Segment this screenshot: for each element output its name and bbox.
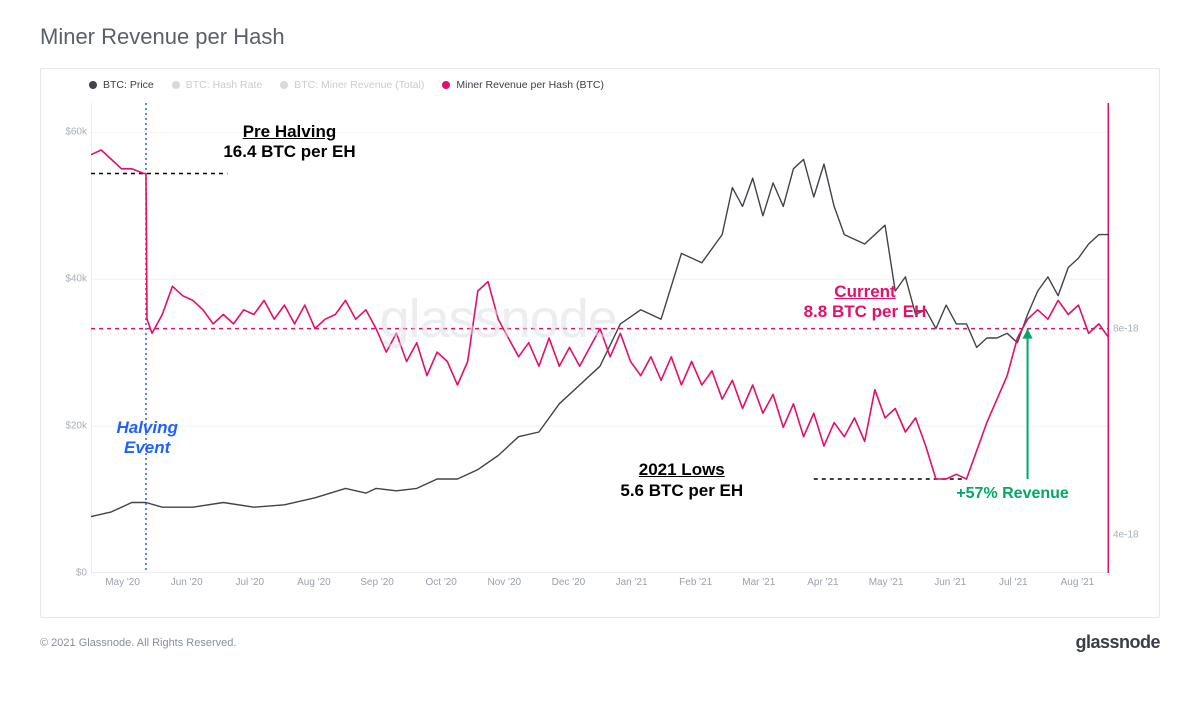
x-tick: Apr '21 [807, 577, 838, 588]
x-tick: Nov '20 [488, 577, 522, 588]
anno-lows: 2021 Lows 5.6 BTC per EH [620, 460, 743, 501]
chart-title: Miner Revenue per Hash [40, 24, 1160, 50]
x-tick: Jul '21 [999, 577, 1028, 588]
legend-item[interactable]: Miner Revenue per Hash (BTC) [442, 79, 604, 91]
x-tick: May '20 [105, 577, 140, 588]
chart-card: BTC: Price BTC: Hash Rate BTC: Miner Reven… [40, 68, 1160, 618]
y-left-tick: $20k [65, 421, 87, 432]
legend-item[interactable]: BTC: Price [89, 79, 154, 91]
brand-logo: glassnode [1075, 632, 1160, 653]
legend-item[interactable]: BTC: Miner Revenue (Total) [280, 79, 424, 91]
y-left-tick: $40k [65, 274, 87, 285]
y-left-tick: $0 [76, 568, 87, 579]
plot-area: glassnode Pre Halving 16.4 BTC per EH Ha… [91, 103, 1109, 573]
anno-revenue: +57% Revenue [956, 484, 1069, 503]
y-axis-right: 4e-18 8e-18 [1109, 103, 1155, 573]
x-tick: Aug '20 [297, 577, 331, 588]
x-tick: May '21 [869, 577, 904, 588]
legend-item[interactable]: BTC: Hash Rate [172, 79, 262, 91]
anno-pre-halving: Pre Halving 16.4 BTC per EH [223, 122, 355, 163]
y-left-tick: $60k [65, 127, 87, 138]
x-tick: Jun '21 [934, 577, 966, 588]
x-tick: Dec '20 [552, 577, 586, 588]
x-tick: Mar '21 [742, 577, 775, 588]
x-tick: Jan '21 [616, 577, 648, 588]
y-axis-left: $0$20k$40k$60k [45, 103, 91, 573]
x-tick: Jun '20 [171, 577, 203, 588]
anno-halving: Halving Event [116, 418, 177, 459]
anno-current: Current 8.8 BTC per EH [804, 282, 927, 323]
x-axis: May '20 Jun '20 Jul '20 Aug '20 Sep '20 Oct '… [91, 577, 1109, 595]
footer: © 2021 Glassnode. All Rights Reserved. g… [40, 632, 1160, 653]
x-tick: Aug '21 [1061, 577, 1095, 588]
x-tick: Jul '20 [236, 577, 265, 588]
y-right-tick: 4e-18 [1113, 530, 1139, 541]
x-tick: Oct '20 [426, 577, 457, 588]
y-right-tick: 8e-18 [1113, 323, 1139, 334]
x-tick: Sep '20 [360, 577, 394, 588]
x-tick: Feb '21 [679, 577, 712, 588]
legend: BTC: Price BTC: Hash Rate BTC: Miner Reven… [41, 69, 1159, 95]
copyright: © 2021 Glassnode. All Rights Reserved. [40, 637, 236, 649]
page: Miner Revenue per Hash BTC: Price BTC: Ha… [0, 0, 1200, 703]
